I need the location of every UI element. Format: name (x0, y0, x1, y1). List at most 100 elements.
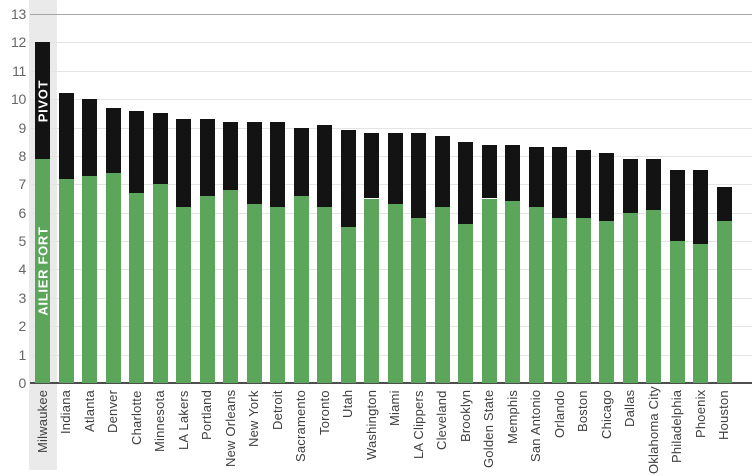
x-axis-label-utah: Utah (340, 390, 355, 419)
bar-segment-ailier-fort-philadelphia[interactable] (669, 241, 685, 383)
gridline-12 (30, 42, 752, 44)
bar-segment-ailier-fort-la-lakers[interactable] (176, 207, 191, 383)
gridline-11 (30, 70, 752, 72)
bar-segment-ailier-fort-golden-state[interactable] (481, 198, 497, 383)
bar-segment-ailier-fort-brooklyn[interactable] (458, 224, 473, 383)
bar-segment-ailier-fort-houston[interactable] (716, 221, 732, 383)
bar-segment-pivot-dallas[interactable] (622, 158, 638, 213)
bar-segment-pivot-golden-state[interactable] (481, 144, 497, 199)
bar-segment-ailier-fort-dallas[interactable] (622, 212, 638, 383)
bar-segment-pivot-cleveland[interactable] (434, 136, 450, 207)
y-axis-tick-label: 12 (11, 34, 26, 51)
x-axis-label-new-york: New York (246, 390, 261, 447)
y-axis-tick-label: 7 (18, 176, 27, 193)
x-axis-label-cleveland: Cleveland (434, 390, 449, 450)
x-axis-label-sacramento: Sacramento (293, 390, 308, 463)
bar-segment-pivot-miami[interactable] (387, 133, 403, 205)
x-axis-label-la-lakers: LA Lakers (175, 390, 191, 450)
bar-segment-pivot-chicago[interactable] (599, 153, 614, 222)
bar-segment-pivot-houston[interactable] (716, 187, 732, 222)
x-axis-label-atlanta: Atlanta (81, 390, 97, 432)
x-axis-label-minnesota: Minnesota (152, 390, 167, 452)
bar-segment-pivot-indiana[interactable] (58, 93, 74, 179)
gridline-9 (30, 127, 752, 129)
bar-segment-pivot-charlotte[interactable] (129, 110, 144, 193)
x-axis-label-la-clippers: LA Clippers (410, 390, 426, 459)
bar-segment-ailier-fort-charlotte[interactable] (129, 192, 144, 383)
bar-segment-ailier-fort-milwaukee[interactable] (35, 158, 50, 383)
x-axis-label-orlando: Orlando (551, 390, 567, 438)
y-axis-tick-label: 5 (18, 233, 27, 250)
x-axis-label-charlotte: Charlotte (128, 390, 144, 445)
x-axis-label-houston: Houston (716, 390, 731, 440)
bar-segment-ailier-fort-sacramento[interactable] (293, 195, 309, 383)
bar-segment-pivot-minnesota[interactable] (152, 113, 168, 185)
bar-segment-ailier-fort-toronto[interactable] (317, 207, 332, 383)
bar-segment-pivot-phoenix[interactable] (693, 170, 708, 244)
bar-segment-pivot-memphis[interactable] (505, 144, 520, 202)
bar-segment-pivot-utah[interactable] (340, 130, 356, 227)
x-axis-label-washington: Washington (363, 390, 379, 461)
x-axis-label-indiana: Indiana (58, 390, 73, 435)
x-axis-label-philadelphia: Philadelphia (669, 390, 684, 464)
x-axis-label-memphis: Memphis (504, 390, 520, 445)
bar-segment-ailier-fort-orlando[interactable] (552, 218, 567, 383)
bar-segment-pivot-boston[interactable] (575, 150, 591, 219)
bar-segment-pivot-oklahoma-city[interactable] (646, 158, 661, 210)
bar-segment-pivot-toronto[interactable] (317, 124, 332, 207)
bar-segment-ailier-fort-cleveland[interactable] (434, 207, 450, 383)
bar-segment-ailier-fort-utah[interactable] (340, 226, 356, 383)
gridline-10 (30, 99, 752, 101)
y-axis-tick-label: 1 (18, 346, 27, 363)
x-axis-label-new-orleans: New Orleans (222, 390, 238, 468)
bar-segment-ailier-fort-denver[interactable] (105, 172, 121, 383)
bar-segment-pivot-denver[interactable] (105, 107, 121, 173)
bar-segment-pivot-washington[interactable] (364, 133, 379, 199)
x-axis-label-san-antonio: San Antonio (528, 390, 543, 463)
x-axis-label-boston: Boston (575, 390, 590, 432)
bar-segment-ailier-fort-new-orleans[interactable] (223, 189, 238, 383)
bar-segment-pivot-detroit[interactable] (270, 121, 285, 207)
x-axis-label-oklahoma-city: Oklahoma City (645, 386, 661, 474)
bar-segment-ailier-fort-new-york[interactable] (246, 204, 262, 383)
bar-segment-ailier-fort-chicago[interactable] (599, 221, 614, 383)
y-axis-tick-label: 3 (18, 289, 27, 306)
bar-segment-pivot-philadelphia[interactable] (669, 170, 685, 242)
bar-segment-pivot-la-lakers[interactable] (176, 119, 191, 207)
bar-segment-pivot-new-york[interactable] (246, 121, 262, 205)
x-axis-label-golden-state: Golden State (481, 390, 496, 469)
x-axis-label-miami: Miami (387, 390, 402, 426)
y-axis-tick-label: 6 (18, 204, 27, 221)
bar-segment-ailier-fort-atlanta[interactable] (82, 175, 97, 383)
x-axis-label-detroit: Detroit (269, 390, 285, 430)
x-axis-label-chicago: Chicago (598, 390, 614, 440)
y-axis-tick-label: 4 (18, 261, 27, 278)
bar-segment-pivot-san-antonio[interactable] (528, 147, 544, 207)
x-axis-label-milwaukee: Milwaukee (34, 390, 50, 454)
bar-segment-ailier-fort-boston[interactable] (575, 218, 591, 383)
bar-segment-pivot-la-clippers[interactable] (411, 133, 426, 219)
bar-segment-pivot-sacramento[interactable] (293, 127, 309, 196)
bar-segment-pivot-atlanta[interactable] (82, 99, 97, 176)
bar-segment-pivot-brooklyn[interactable] (458, 141, 473, 225)
bar-segment-ailier-fort-minnesota[interactable] (152, 184, 168, 383)
x-axis-label-denver: Denver (105, 390, 120, 434)
bar-segment-pivot-milwaukee[interactable] (35, 42, 50, 159)
bar-segment-ailier-fort-detroit[interactable] (270, 207, 285, 383)
bar-segment-ailier-fort-miami[interactable] (387, 204, 403, 383)
bar-segment-ailier-fort-phoenix[interactable] (693, 243, 708, 383)
y-axis-tick-label: 0 (18, 375, 27, 391)
gridline-13 (30, 14, 752, 15)
bar-segment-ailier-fort-portland[interactable] (199, 195, 215, 383)
bar-segment-ailier-fort-oklahoma-city[interactable] (646, 209, 661, 383)
bar-segment-pivot-orlando[interactable] (552, 147, 567, 219)
bar-segment-pivot-portland[interactable] (199, 119, 215, 196)
bar-segment-ailier-fort-indiana[interactable] (58, 178, 74, 383)
bar-segment-ailier-fort-san-antonio[interactable] (528, 207, 544, 383)
bar-segment-pivot-new-orleans[interactable] (223, 121, 238, 190)
bar-segment-ailier-fort-la-clippers[interactable] (411, 218, 426, 383)
bar-segment-ailier-fort-washington[interactable] (364, 198, 379, 383)
y-axis-tick-label: 2 (18, 318, 27, 335)
bar-segment-ailier-fort-memphis[interactable] (505, 201, 520, 383)
